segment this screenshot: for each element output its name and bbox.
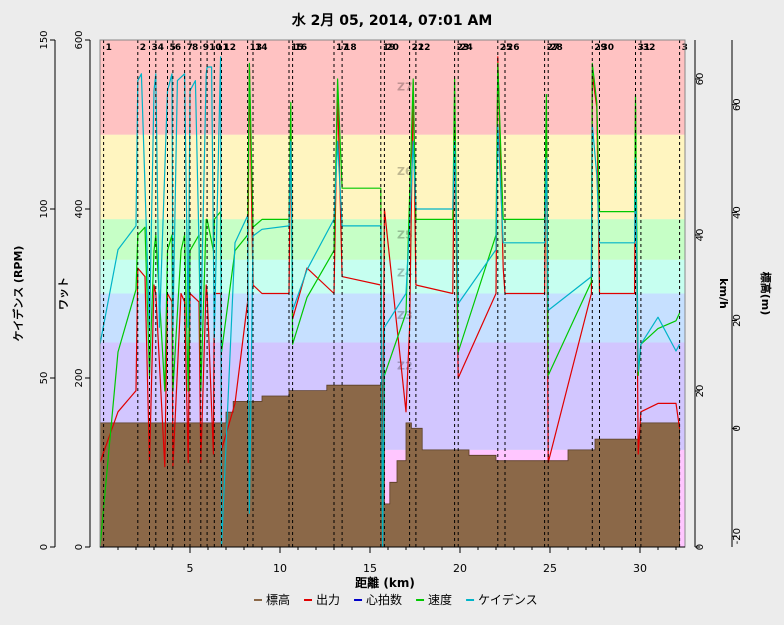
interval-label-30: 30 <box>602 43 615 53</box>
legend-label-4: 速度 <box>428 592 452 607</box>
elevation-tick-label: -20 <box>732 528 743 544</box>
cadence-axis-title: ケイデンス (RPM) <box>11 246 25 342</box>
interval-label-1: 1 <box>106 43 112 53</box>
interval-label-29: 29 <box>594 43 607 53</box>
series-line-5 <box>99 56 681 548</box>
interval-label-19: 19 <box>383 43 396 53</box>
interval-label-21: 21 <box>412 43 425 53</box>
interval-label-24: 24 <box>460 43 473 53</box>
speed-axis-title: km/h <box>717 278 730 309</box>
cadence-tick-label: 0 <box>39 544 50 550</box>
zone-label: Z2 <box>397 360 413 373</box>
speed-tick-label: 0 <box>695 544 706 550</box>
elevation-tick-label: 20 <box>732 314 743 327</box>
interval-label-22: 22 <box>418 43 431 53</box>
interval-label-27: 27 <box>547 43 560 53</box>
interval-label-32: 32 <box>643 43 656 53</box>
legend-label-1: 標高 <box>266 592 290 607</box>
zone-label: Z6 <box>397 165 413 178</box>
interval-label-13: 13 <box>250 43 263 53</box>
interval-label-8: 8 <box>192 43 198 53</box>
interval-label-14: 14 <box>255 43 268 53</box>
x-tick-label: 30 <box>633 562 647 575</box>
elevation-tick-label: 0 <box>732 425 743 431</box>
x-tick-label: 15 <box>363 562 377 575</box>
elevation-tick-label: 60 <box>732 98 743 111</box>
legend-label-2: 出力 <box>316 593 340 607</box>
zone-band-5 <box>100 219 685 260</box>
interval-markers: 1234567891011121314151617181920212223242… <box>103 40 688 547</box>
cadence-tick-label: 50 <box>39 372 50 385</box>
power-axis-title: ワット <box>57 277 70 310</box>
elevation-tick-label: 40 <box>732 206 743 219</box>
interval-label-16: 16 <box>295 43 308 53</box>
zone-band-7 <box>100 40 685 135</box>
power-tick-label: 600 <box>74 30 85 49</box>
x-tick-label: 5 <box>187 562 194 575</box>
x-axis-title: 距離 (km) <box>355 575 415 590</box>
cadence-tick-label: 150 <box>39 30 50 49</box>
interval-label-31: 31 <box>638 43 651 53</box>
interval-label-4: 4 <box>158 43 164 53</box>
speed-tick-label: 40 <box>695 229 706 242</box>
interval-label-15: 15 <box>291 43 304 53</box>
power-tick-label: 400 <box>74 199 85 218</box>
interval-label-23: 23 <box>457 43 470 53</box>
zone-band-3 <box>100 293 685 343</box>
interval-label-12: 12 <box>224 43 237 53</box>
interval-label-10: 10 <box>209 43 222 53</box>
x-tick-label: 20 <box>453 562 467 575</box>
interval-label-6: 6 <box>175 43 181 53</box>
speed-tick-label: 60 <box>695 73 706 86</box>
interval-label-18: 18 <box>344 43 357 53</box>
interval-label-20: 20 <box>386 43 399 53</box>
elevation-axis-title: 標高(m) <box>759 272 773 316</box>
zone-label: Z7 <box>397 81 413 94</box>
legend-label-5: ケイデンス <box>478 592 538 607</box>
legend-label-3: 心拍数 <box>366 592 402 607</box>
interval-label-9: 9 <box>203 43 209 53</box>
interval-label-26: 26 <box>507 43 520 53</box>
legend: 標高 出力 心拍数 速度 ケイデンス <box>254 592 538 607</box>
interval-label-28: 28 <box>550 43 563 53</box>
x-tick-label: 10 <box>273 562 287 575</box>
chart-title: 水 2月 05, 2014, 07:01 AM <box>292 12 493 29</box>
zone-label: Z4 <box>397 267 413 280</box>
interval-label-25: 25 <box>500 43 513 53</box>
power-tick-label: 0 <box>74 544 85 550</box>
speed-tick-label: 20 <box>695 385 706 398</box>
power-tick-label: 200 <box>74 368 85 387</box>
cadence-tick-label: 100 <box>39 199 50 218</box>
interval-label-11: 11 <box>216 43 229 53</box>
interval-label-3: 3 <box>152 43 158 53</box>
x-tick-label: 25 <box>543 562 557 575</box>
interval-label-2: 2 <box>140 43 146 53</box>
